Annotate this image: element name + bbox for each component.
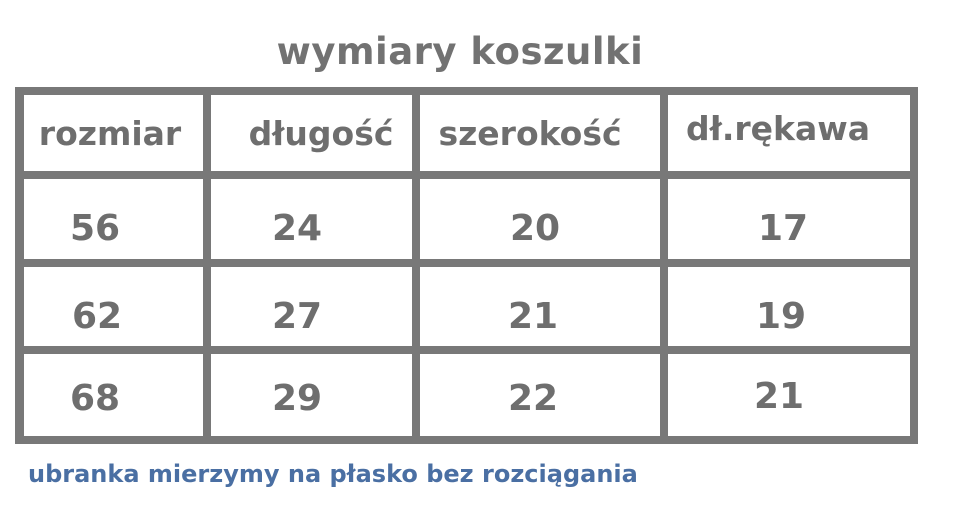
- cell-sleeve: 21: [753, 375, 805, 417]
- grid-line: [203, 87, 211, 444]
- cell-size: 56: [69, 207, 121, 249]
- cell-width: 21: [507, 295, 559, 337]
- grid-line: [412, 87, 420, 444]
- page-title: wymiary koszulki: [276, 30, 644, 73]
- cell-sleeve: 19: [755, 295, 807, 337]
- cell-length: 24: [271, 207, 323, 249]
- header-dlugosc: długość: [248, 113, 394, 153]
- grid-line: [660, 87, 668, 444]
- grid-line: [910, 87, 918, 444]
- header-rozmiar: rozmiar: [38, 113, 182, 153]
- cell-size: 62: [71, 295, 123, 337]
- grid-line: [15, 87, 24, 444]
- grid-line: [15, 346, 918, 354]
- header-szerokosc: szerokość: [438, 113, 622, 153]
- cell-width: 22: [507, 377, 559, 419]
- grid-line: [15, 87, 918, 95]
- grid-line: [15, 171, 918, 179]
- cell-sleeve: 17: [757, 207, 809, 249]
- measurement-note: ubranka mierzymy na płasko bez rozciągan…: [28, 460, 638, 488]
- header-dl-rekawa: dł.rękawa: [685, 108, 871, 148]
- cell-length: 27: [271, 295, 323, 337]
- cell-width: 20: [509, 207, 561, 249]
- grid-line: [15, 436, 918, 444]
- cell-length: 29: [271, 377, 323, 419]
- cell-size: 68: [69, 377, 121, 419]
- grid-line: [15, 259, 918, 267]
